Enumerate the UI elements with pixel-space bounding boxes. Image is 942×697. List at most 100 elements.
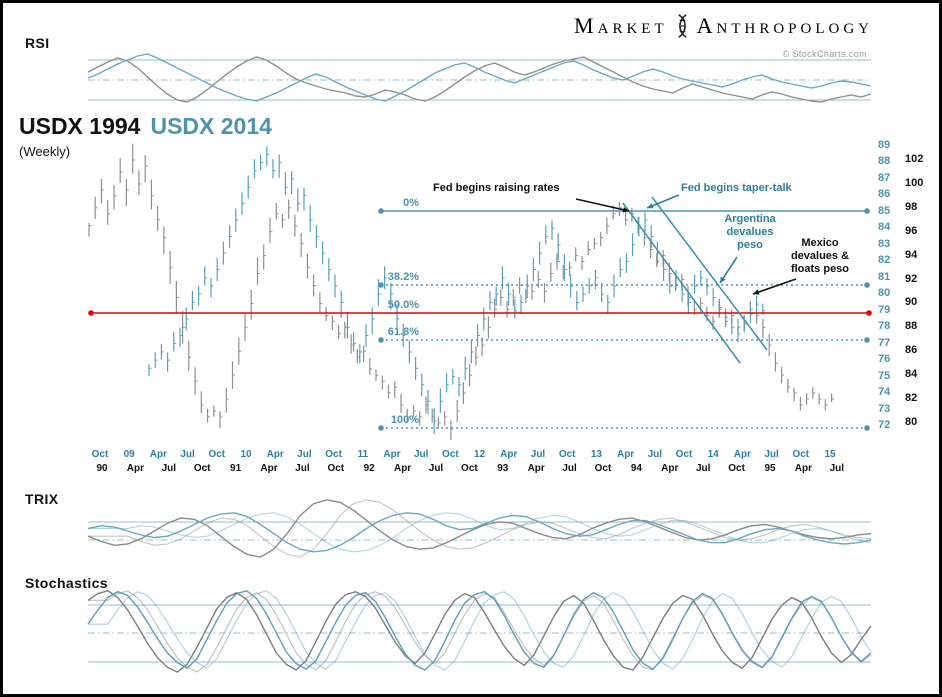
trix-label: TRIX bbox=[25, 491, 59, 507]
brand-anthropology: Anthropology bbox=[696, 13, 873, 38]
rsi-series-line bbox=[87, 53, 872, 102]
right_blue-tick: 89 bbox=[878, 139, 891, 151]
fib-label: 61.8% bbox=[387, 326, 419, 338]
annotation: Argentina devalues peso bbox=[724, 213, 776, 251]
x-axis-label-row2: 93 bbox=[497, 463, 509, 474]
brand: Market Anthropology bbox=[574, 13, 873, 39]
copyright-stockcharts: © StockCharts.com bbox=[782, 49, 867, 59]
rsi-series-line bbox=[87, 56, 872, 103]
right_blue-tick: 85 bbox=[878, 204, 891, 217]
right_blue-tick: 86 bbox=[878, 188, 891, 201]
x-axis-label-row1: Oct bbox=[675, 449, 693, 460]
x-axis-label-row2: Jul bbox=[428, 463, 444, 474]
right_black-tick: 82 bbox=[905, 392, 918, 404]
x-axis-label-row2: Apr bbox=[393, 463, 412, 474]
stochastics-series-line bbox=[87, 590, 872, 671]
x-axis-label-row1: Oct bbox=[208, 449, 226, 460]
chart-canvas bbox=[87, 53, 872, 673]
x-axis-label-row1: Jul bbox=[180, 449, 195, 460]
x-axis-label-row1: 11 bbox=[357, 449, 369, 460]
x-axis-label-row1: 10 bbox=[240, 449, 252, 460]
right_blue-tick: 79 bbox=[878, 303, 891, 316]
x-axis-label-row1: Jul bbox=[764, 449, 779, 460]
annotation-arrows bbox=[575, 194, 797, 295]
chart-title: USDX 1994 USDX 2014 bbox=[19, 113, 272, 140]
trend-channel bbox=[622, 196, 768, 364]
x-axis-label-row1: Apr bbox=[149, 449, 167, 460]
right_blue-tick: 75 bbox=[878, 369, 891, 382]
right_blue-tick: 72 bbox=[878, 418, 891, 431]
x-axis-label-row2: Jul bbox=[161, 463, 177, 474]
right_blue-tick: 87 bbox=[878, 171, 891, 184]
x-axis-label-row1: Oct bbox=[442, 449, 459, 460]
x-axis-label-row1: 12 bbox=[474, 449, 486, 460]
fib-label: 38.2% bbox=[387, 271, 419, 283]
title-usdx-1994: USDX 1994 bbox=[19, 113, 141, 139]
right_blue-tick: 81 bbox=[878, 270, 891, 283]
title-usdx-2014: USDX 2014 bbox=[150, 113, 272, 139]
x-axis-label-row1: Oct bbox=[792, 449, 810, 460]
x-axis-label-row1: Apr bbox=[383, 449, 401, 460]
x-axis-label-row1: 13 bbox=[590, 449, 602, 460]
x-axis-label-row2: Apr bbox=[527, 463, 545, 474]
rsi-panel bbox=[87, 53, 872, 103]
right_black-tick: 98 bbox=[905, 200, 918, 213]
x-axis-label-row2: Oct bbox=[193, 463, 211, 474]
x-axis-label-row1: Apr bbox=[500, 449, 518, 460]
x-axis-label-row2: Jul bbox=[562, 463, 577, 474]
stochastics-panel bbox=[87, 590, 872, 673]
right_black-tick: 100 bbox=[905, 176, 924, 189]
stochastics-series-line bbox=[88, 590, 872, 671]
x-axis-label-row2: Jul bbox=[829, 463, 845, 474]
x-axis-label-row1: 15 bbox=[824, 449, 836, 460]
right_blue-tick: 84 bbox=[878, 221, 891, 234]
x-axis-label-row1: Apr bbox=[266, 449, 284, 460]
right_black-tick: 84 bbox=[905, 368, 918, 381]
right_black-tick: 102 bbox=[905, 153, 924, 165]
x-axis-label-row1: Oct bbox=[91, 449, 109, 460]
right_blue-tick: 83 bbox=[878, 237, 891, 250]
right_black-tick: 88 bbox=[905, 320, 918, 333]
annotation: Fed begins taper-talk bbox=[681, 182, 792, 194]
x-axis-label-row1: Oct bbox=[325, 449, 342, 460]
x-axis-label-row1: Apr bbox=[616, 449, 635, 460]
x-axis-label-row2: Oct bbox=[461, 463, 478, 474]
x-axis-label-row2: Oct bbox=[594, 463, 612, 474]
x-axis-label-row2: Oct bbox=[327, 463, 345, 474]
x-axis-label-row2: 94 bbox=[630, 463, 642, 474]
series-usdx-2014 bbox=[148, 146, 766, 435]
fib-label: 0% bbox=[403, 197, 419, 209]
x-axis-label-row1: 09 bbox=[123, 449, 135, 460]
right_black-tick: 94 bbox=[905, 248, 918, 261]
x-axis-label-row2: Apr bbox=[794, 463, 812, 474]
dna-helix-icon bbox=[677, 14, 687, 38]
right_black-tick: 86 bbox=[905, 344, 918, 357]
right_blue-tick: 82 bbox=[878, 254, 891, 267]
stochastics-label: Stochastics bbox=[25, 575, 108, 591]
annotation: Fed begins raising rates bbox=[433, 182, 560, 194]
subtitle-weekly: (Weekly) bbox=[19, 144, 71, 159]
trix-series-line bbox=[88, 499, 872, 558]
x-axis-label-row2: 91 bbox=[230, 463, 242, 474]
trix-series-line bbox=[88, 512, 872, 553]
fib-label: 100% bbox=[390, 414, 419, 426]
right_black-tick: 90 bbox=[905, 296, 918, 309]
right_blue-tick: 73 bbox=[878, 402, 891, 415]
annotation: Mexico devalues & floats peso bbox=[790, 237, 850, 275]
x-axis-label-row1: Apr bbox=[733, 449, 751, 460]
x-axis-label-row2: Jul bbox=[695, 463, 711, 474]
right_blue-tick: 78 bbox=[878, 320, 891, 333]
right_blue-tick: 88 bbox=[878, 155, 891, 168]
rsi-label: RSI bbox=[25, 35, 50, 51]
right_blue-tick: 76 bbox=[878, 353, 891, 366]
fib-label: 50.0% bbox=[387, 299, 419, 311]
x-axis-label-row1: Jul bbox=[530, 449, 546, 460]
x-axis-label-row2: 90 bbox=[96, 463, 108, 474]
x-axis-label-row1: Jul bbox=[297, 449, 312, 460]
x-axis-label-row2: Apr bbox=[260, 463, 278, 474]
right_blue-tick: 77 bbox=[878, 336, 891, 349]
trix-series-line bbox=[87, 499, 872, 558]
trix-series-line bbox=[87, 512, 872, 553]
x-axis-label-row1: Oct bbox=[558, 449, 576, 460]
x-axis-label-row2: Oct bbox=[728, 463, 745, 474]
